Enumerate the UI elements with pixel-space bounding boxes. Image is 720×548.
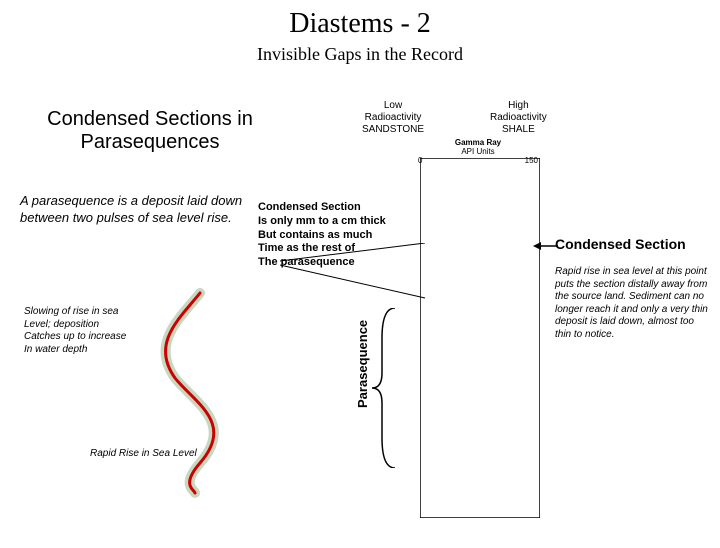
sn-l3: Catches up to increase <box>24 331 126 342</box>
low-l3: SANDSTONE <box>362 124 424 135</box>
high-radioactivity-label: High Radioactivity SHALE <box>490 100 547 136</box>
cn-l2: Is only mm to a cm thick <box>258 215 386 227</box>
high-l3: SHALE <box>502 124 535 135</box>
sn-l4: In water depth <box>24 344 87 355</box>
section-heading: Condensed Sections in Parasequences <box>20 108 280 154</box>
sn-l1: Slowing of rise in sea <box>24 306 119 317</box>
sea-level-curve <box>140 288 260 498</box>
rapid-rise-paragraph: Rapid rise in sea level at this point pu… <box>555 266 710 341</box>
parasequence-axis-label: Parasequence <box>355 320 370 408</box>
page-subtitle: Invisible Gaps in the Record <box>0 44 720 65</box>
page-title: Diastems - 2 <box>0 8 720 40</box>
high-l2: Radioactivity <box>490 112 547 123</box>
gamma-units: API Units <box>418 147 538 156</box>
cn-l1: Condensed Section <box>258 201 361 213</box>
cn-l3: But contains as much <box>258 229 372 241</box>
low-radioactivity-label: Low Radioactivity SANDSTONE <box>362 100 424 136</box>
sn-l2: Level; deposition <box>24 319 99 330</box>
low-l1: Low <box>384 100 402 111</box>
condensed-section-label: Condensed Section <box>555 236 686 252</box>
low-l2: Radioactivity <box>365 112 422 123</box>
slowing-note: Slowing of rise in sea Level; deposition… <box>24 306 126 356</box>
leader-lines <box>260 243 440 303</box>
parasequence-definition: A parasequence is a deposit laid down be… <box>20 193 255 227</box>
high-l1: High <box>508 100 529 111</box>
brace-icon <box>370 308 400 468</box>
stratigraphic-column <box>420 158 540 518</box>
gamma-label: Gamma Ray <box>418 138 538 147</box>
